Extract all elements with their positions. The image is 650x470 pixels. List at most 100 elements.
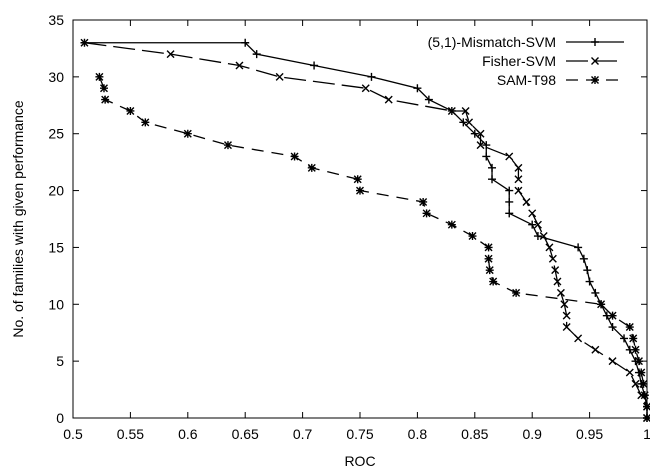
series-1-point bbox=[505, 209, 514, 218]
legend-label-2: Fisher-SVM bbox=[482, 53, 556, 69]
series-3-point bbox=[422, 209, 431, 218]
legend-label-1: (5,1)-Mismatch-SVM bbox=[428, 34, 556, 50]
series-2-point bbox=[447, 106, 456, 115]
series-2-point bbox=[465, 118, 474, 127]
series-2-point bbox=[556, 288, 565, 297]
series-3-point bbox=[290, 152, 299, 161]
series-3-point bbox=[640, 391, 649, 400]
series-3-point bbox=[356, 186, 364, 195]
series-3-point bbox=[101, 95, 110, 104]
series-2-point bbox=[548, 254, 557, 263]
series-1-point bbox=[424, 95, 433, 104]
x-axis-title: ROC bbox=[344, 453, 375, 469]
series-1-point bbox=[413, 84, 422, 93]
series-1-point bbox=[488, 163, 497, 172]
series-3-point bbox=[183, 129, 192, 138]
series-2-point bbox=[514, 175, 523, 184]
series-1-point bbox=[574, 243, 583, 252]
chart-legend: (5,1)-Mismatch-SVM Fisher-SVM SAM-T98 bbox=[428, 34, 624, 88]
y-tick-label: 20 bbox=[48, 183, 64, 199]
x-tick-label: 0.7 bbox=[293, 426, 313, 442]
series-3-point bbox=[307, 163, 316, 172]
y-tick-label: 10 bbox=[48, 296, 64, 312]
series-2-point bbox=[461, 106, 470, 115]
series-3-point bbox=[447, 220, 456, 229]
legend-label-3: SAM-T98 bbox=[497, 72, 556, 88]
x-axis-ticks: 0.5 0.55 0.6 0.65 0.7 0.75 0.8 0.85 0.9 0.95 1 bbox=[63, 20, 650, 442]
series-2-point bbox=[80, 38, 89, 47]
series-1-point bbox=[241, 38, 250, 47]
series-2-point bbox=[476, 141, 485, 150]
series-2-point bbox=[275, 72, 284, 81]
series-2-point bbox=[631, 379, 640, 388]
y-axis-title: No. of families with given performance bbox=[10, 100, 26, 338]
series-1-point bbox=[252, 50, 261, 59]
series-1-point bbox=[583, 266, 592, 275]
series-2-point bbox=[235, 61, 244, 70]
x-tick-label: 0.5 bbox=[63, 426, 83, 442]
series-1-point bbox=[459, 118, 468, 127]
series-2-point bbox=[608, 357, 617, 366]
series-line-2 bbox=[84, 42, 648, 418]
series-1-point bbox=[620, 334, 629, 343]
series-3-point bbox=[597, 300, 606, 309]
series-line-1 bbox=[84, 42, 648, 418]
series-3-point bbox=[95, 72, 104, 81]
series-3-point bbox=[484, 243, 493, 252]
y-axis-ticks: 0 5 10 15 20 25 30 35 bbox=[48, 12, 647, 426]
y-tick-label: 35 bbox=[48, 12, 64, 28]
y-tick-label: 15 bbox=[48, 239, 64, 255]
plot-frame bbox=[72, 19, 648, 419]
series-3-point bbox=[353, 175, 362, 184]
series-2-point bbox=[551, 266, 560, 275]
series-3-point bbox=[141, 118, 150, 127]
series-1-point bbox=[470, 129, 479, 138]
series-1-point bbox=[482, 141, 491, 150]
plot-markers bbox=[80, 38, 650, 422]
series-3-point bbox=[639, 379, 648, 388]
series-2-point bbox=[514, 186, 523, 195]
series-2-point bbox=[560, 300, 569, 309]
y-tick-label: 25 bbox=[48, 126, 64, 142]
series-3-point bbox=[512, 288, 521, 297]
x-tick-label: 0.95 bbox=[576, 426, 603, 442]
series-2-point bbox=[553, 277, 562, 286]
x-tick-label: 0.75 bbox=[346, 426, 373, 442]
series-1-point bbox=[505, 186, 514, 195]
series-2-point bbox=[625, 368, 634, 377]
series-2-point bbox=[384, 95, 393, 104]
y-tick-label: 0 bbox=[56, 410, 64, 426]
series-3-point bbox=[608, 311, 617, 320]
series-3-point bbox=[223, 141, 232, 150]
series-2-point bbox=[539, 232, 548, 241]
series-1-point bbox=[488, 175, 497, 184]
series-3-point bbox=[419, 197, 428, 206]
legend-marker-1 bbox=[591, 38, 599, 46]
series-2-point bbox=[166, 50, 175, 59]
series-2-point bbox=[545, 243, 554, 252]
series-2-point bbox=[533, 220, 542, 229]
series-1-point bbox=[608, 323, 617, 332]
plot-lines bbox=[84, 42, 648, 418]
series-1-point bbox=[528, 220, 537, 229]
series-3-point bbox=[625, 323, 634, 332]
series-line-3 bbox=[98, 76, 648, 418]
series-3-point bbox=[126, 106, 135, 115]
series-2-point bbox=[514, 163, 523, 172]
series-2-point bbox=[522, 197, 531, 206]
series-3-point bbox=[631, 345, 640, 354]
series-2-point bbox=[591, 345, 600, 354]
series-1-point bbox=[533, 232, 542, 241]
legend-marker-2 bbox=[591, 57, 599, 65]
x-tick-label: 0.65 bbox=[232, 426, 259, 442]
series-1-point bbox=[591, 288, 600, 297]
series-3-point bbox=[485, 266, 494, 275]
series-1-point bbox=[505, 197, 514, 206]
x-tick-label: 1 bbox=[643, 426, 650, 442]
series-2-point bbox=[562, 311, 571, 320]
x-tick-label: 0.8 bbox=[408, 426, 428, 442]
series-3-point bbox=[634, 357, 643, 366]
series-3-point bbox=[484, 254, 493, 263]
legend-marker-3 bbox=[591, 76, 599, 84]
